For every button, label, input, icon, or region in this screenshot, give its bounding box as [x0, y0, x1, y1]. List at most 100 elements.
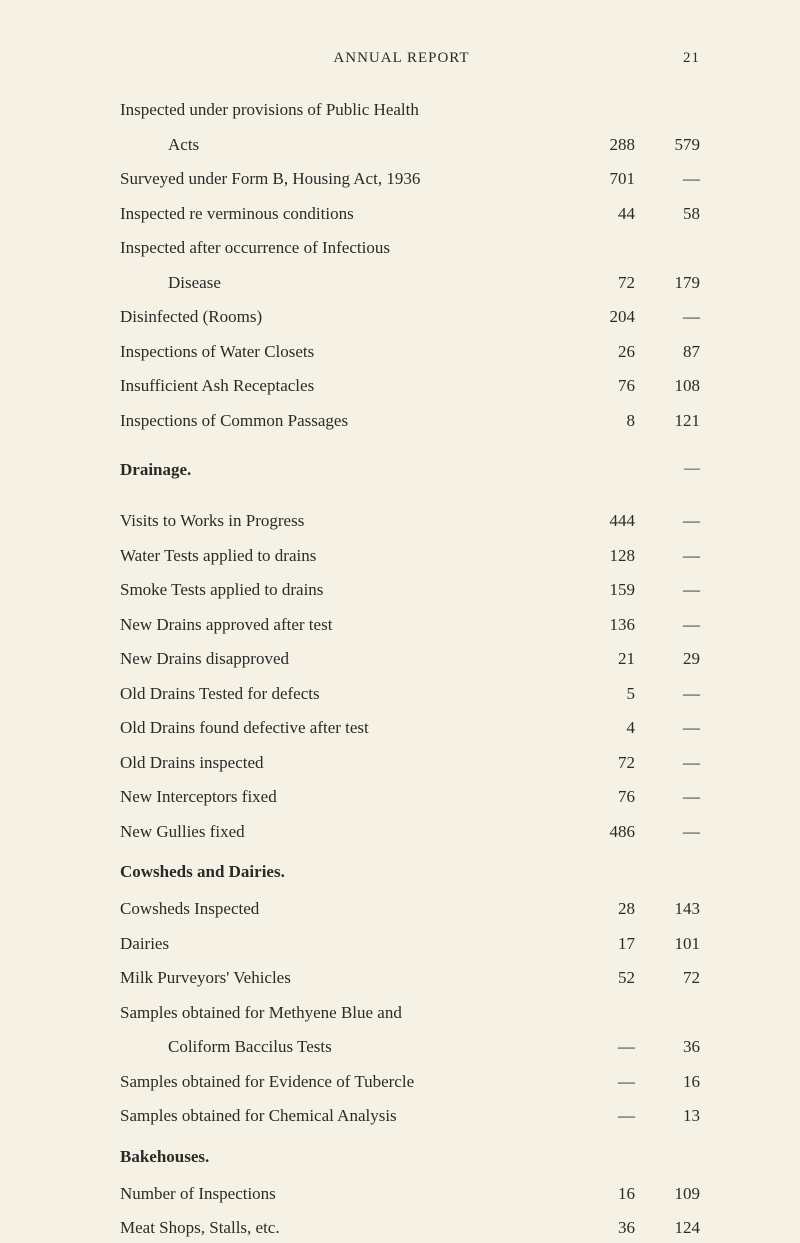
report-row: Dairies17101 — [120, 931, 700, 957]
report-row: Coliform Baccilus Tests—36 — [120, 1034, 700, 1060]
row-label: New Drains disapproved — [120, 646, 570, 672]
row-label: New Gullies fixed — [120, 819, 570, 845]
report-row: Old Drains inspected72— — [120, 750, 700, 776]
row-col1: 36 — [570, 1215, 635, 1241]
row-col2: 108 — [635, 373, 700, 399]
row-col1: 72 — [570, 270, 635, 296]
row-label: Samples obtained for Chemical Analysis — [120, 1103, 570, 1129]
row-col2: 579 — [635, 132, 700, 158]
report-row: Meat Shops, Stalls, etc.36124 — [120, 1215, 700, 1241]
section2: Visits to Works in Progress444—Water Tes… — [120, 508, 700, 844]
row-label: Inspected after occurrence of Infectious — [120, 235, 570, 261]
section4-heading: Bakehouses. — [120, 1147, 700, 1167]
row-label: Water Tests applied to drains — [120, 543, 570, 569]
row-label: Cowsheds Inspected — [120, 896, 570, 922]
report-row: Samples obtained for Chemical Analysis—1… — [120, 1103, 700, 1129]
report-row: Disinfected (Rooms)204— — [120, 304, 700, 330]
row-label: Milk Purveyors' Vehicles — [120, 965, 570, 991]
row-col2: — — [635, 612, 700, 638]
row-label: Old Drains found defective after test — [120, 715, 570, 741]
row-label: Surveyed under Form B, Housing Act, 1936 — [120, 166, 570, 192]
report-row: Samples obtained for Methyene Blue and — [120, 1000, 700, 1026]
report-row: Water Tests applied to drains128— — [120, 543, 700, 569]
row-label: Samples obtained for Evidence of Tubercl… — [120, 1069, 570, 1095]
row-col1: 44 — [570, 201, 635, 227]
row-label: Meat Shops, Stalls, etc. — [120, 1215, 570, 1241]
row-col1: 26 — [570, 339, 635, 365]
row-col2: — — [635, 750, 700, 776]
row-col1: — — [570, 1103, 635, 1129]
section3: Cowsheds Inspected28143 Dairies17101 Milk … — [120, 896, 700, 1129]
row-label: Disease — [120, 270, 570, 296]
row-col1: 52 — [570, 965, 635, 991]
row-col1: 5 — [570, 681, 635, 707]
report-row: Inspected under provisions of Public Hea… — [120, 97, 700, 123]
row-col2: 72 — [635, 965, 700, 991]
row-col1: 72 — [570, 750, 635, 776]
section2-heading: Drainage. — [120, 460, 191, 480]
section4: Number of Inspections16109 Meat Shops, St… — [120, 1181, 700, 1241]
row-col2: — — [635, 681, 700, 707]
row-col1: 128 — [570, 543, 635, 569]
row-col2: 29 — [635, 646, 700, 672]
row-col2: 36 — [635, 1034, 700, 1060]
row-label: Inspections of Common Passages — [120, 408, 570, 434]
report-row: New Gullies fixed486— — [120, 819, 700, 845]
row-col1: 136 — [570, 612, 635, 638]
row-col2: — — [635, 577, 700, 603]
section2-heading-row: Drainage. — — [120, 442, 700, 494]
row-col2: — — [635, 543, 700, 569]
row-col1: 17 — [570, 931, 635, 957]
row-label: Old Drains inspected — [120, 750, 570, 776]
report-row: Samples obtained for Evidence of Tubercl… — [120, 1069, 700, 1095]
row-col2: — — [635, 784, 700, 810]
row-label: New Drains approved after test — [120, 612, 570, 638]
report-row: Old Drains Tested for defects5— — [120, 681, 700, 707]
row-col2: 121 — [635, 408, 700, 434]
section1: Inspected under provisions of Public Hea… — [120, 97, 700, 433]
report-row: New Drains disapproved2129 — [120, 646, 700, 672]
row-col1: 701 — [570, 166, 635, 192]
row-col1: 204 — [570, 304, 635, 330]
header-title: ANNUAL REPORT — [120, 50, 683, 67]
row-col1: 444 — [570, 508, 635, 534]
row-col1: 8 — [570, 408, 635, 434]
row-col2: 179 — [635, 270, 700, 296]
row-col1: 76 — [570, 784, 635, 810]
section3-heading: Cowsheds and Dairies. — [120, 862, 700, 882]
report-row: Inspections of Common Passages8121 — [120, 408, 700, 434]
row-col2: 101 — [635, 931, 700, 957]
row-label: Inspected under provisions of Public Hea… — [120, 97, 570, 123]
row-col1: 28 — [570, 896, 635, 922]
report-row: Inspected after occurrence of Infectious — [120, 235, 700, 261]
report-row: Disease72179 — [120, 270, 700, 296]
row-label: Disinfected (Rooms) — [120, 304, 570, 330]
row-label: Visits to Works in Progress — [120, 508, 570, 534]
row-label: New Interceptors fixed — [120, 784, 570, 810]
report-row: Milk Purveyors' Vehicles5272 — [120, 965, 700, 991]
row-col1: 16 — [570, 1181, 635, 1207]
row-label: Acts — [120, 132, 570, 158]
row-col1: 159 — [570, 577, 635, 603]
page-number: 21 — [683, 50, 700, 67]
report-row: Inspections of Water Closets2687 — [120, 339, 700, 365]
row-label: Inspections of Water Closets — [120, 339, 570, 365]
row-col2: — — [635, 166, 700, 192]
row-col2: — — [635, 819, 700, 845]
row-col1: — — [570, 1069, 635, 1095]
row-label: Old Drains Tested for defects — [120, 681, 570, 707]
row-col2: 13 — [635, 1103, 700, 1129]
report-row: New Drains approved after test136— — [120, 612, 700, 638]
row-col1: 21 — [570, 646, 635, 672]
row-label: Coliform Baccilus Tests — [120, 1034, 570, 1060]
row-col2: 124 — [635, 1215, 700, 1241]
row-label: Number of Inspections — [120, 1181, 570, 1207]
report-row: Old Drains found defective after test4— — [120, 715, 700, 741]
report-row: Smoke Tests applied to drains159— — [120, 577, 700, 603]
row-col1: 486 — [570, 819, 635, 845]
report-row: Visits to Works in Progress444— — [120, 508, 700, 534]
report-row: New Interceptors fixed76— — [120, 784, 700, 810]
row-col2: 143 — [635, 896, 700, 922]
report-row: Acts288579 — [120, 132, 700, 158]
row-col2: 109 — [635, 1181, 700, 1207]
